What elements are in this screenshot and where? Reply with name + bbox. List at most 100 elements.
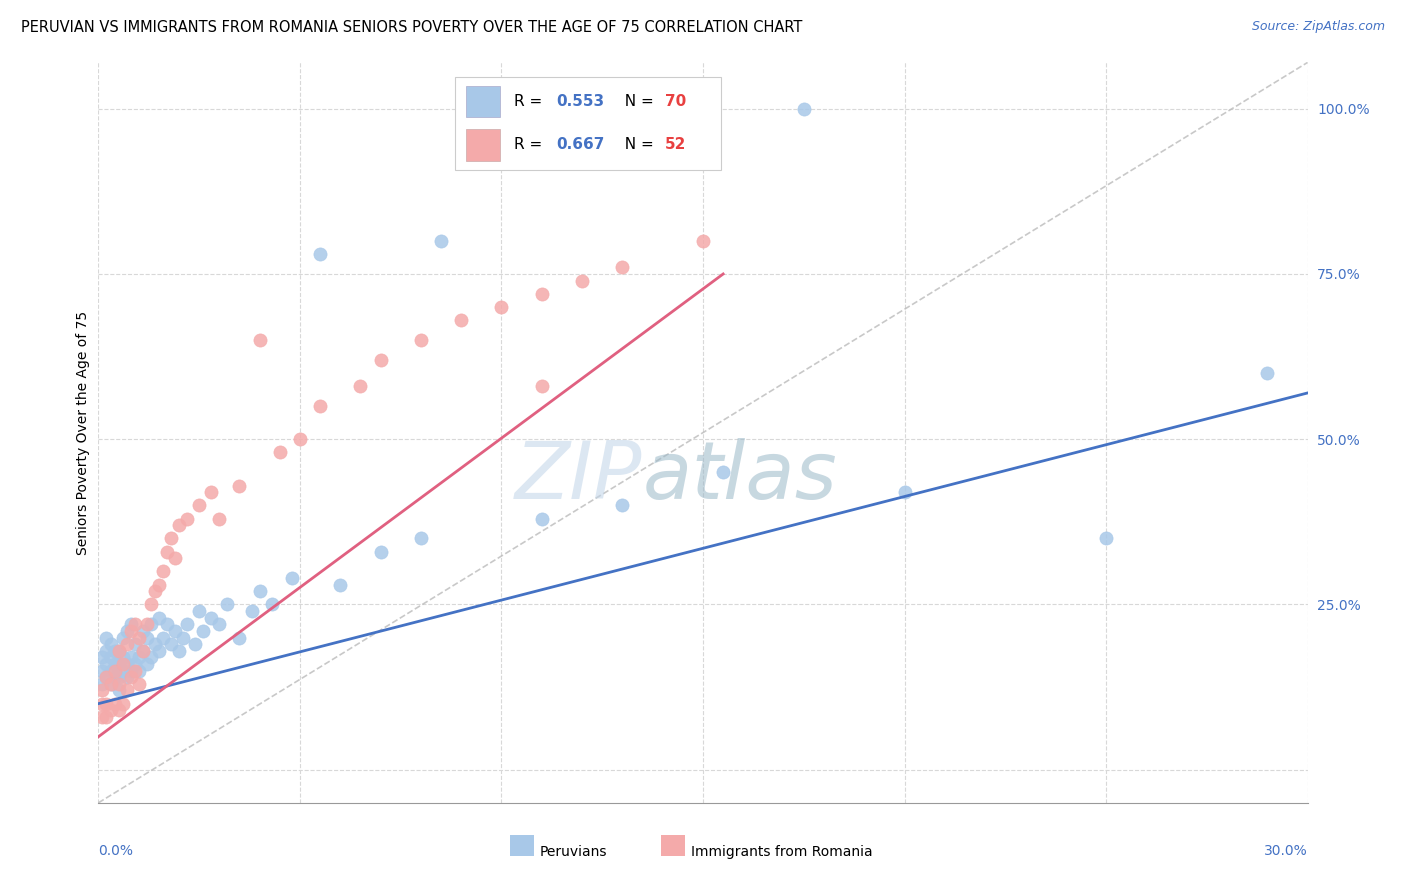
Point: [148, 577, 170, 591]
Text: atlas: atlas: [643, 438, 838, 516]
Text: ZIP: ZIP: [515, 438, 643, 516]
Point: [135, 631, 157, 645]
Point: [115, 637, 138, 651]
Point: [176, 511, 198, 525]
Point: [1256, 366, 1278, 380]
Point: [115, 657, 138, 671]
Point: [103, 664, 125, 678]
Point: [143, 584, 166, 599]
Point: [115, 683, 138, 698]
Text: Immigrants from Romania: Immigrants from Romania: [690, 845, 873, 859]
Text: 30.0%: 30.0%: [1264, 844, 1308, 857]
Point: [370, 544, 392, 558]
Point: [120, 617, 142, 632]
Point: [228, 631, 250, 645]
Point: [100, 650, 122, 665]
Point: [139, 598, 162, 612]
Point: [188, 604, 211, 618]
Point: [103, 657, 125, 671]
Point: [612, 260, 634, 275]
Point: [692, 234, 714, 248]
Point: [124, 637, 146, 651]
Point: [409, 333, 432, 347]
Point: [103, 697, 125, 711]
Point: [612, 499, 634, 513]
Point: [96, 710, 118, 724]
Point: [370, 352, 392, 367]
Point: [349, 379, 371, 393]
FancyBboxPatch shape: [661, 836, 685, 856]
Point: [100, 664, 122, 678]
Point: [132, 624, 155, 638]
Point: [128, 664, 150, 678]
Point: [329, 577, 352, 591]
Point: [249, 333, 271, 347]
Point: [160, 637, 183, 651]
Point: [893, 485, 915, 500]
Point: [409, 532, 432, 546]
Point: [163, 551, 186, 566]
Point: [200, 485, 222, 500]
Point: [91, 677, 114, 691]
Text: 0.0%: 0.0%: [98, 844, 134, 857]
Point: [176, 617, 198, 632]
Point: [281, 571, 304, 585]
Point: [128, 631, 150, 645]
Point: [184, 637, 207, 651]
Point: [135, 657, 157, 671]
Point: [111, 631, 134, 645]
Point: [107, 644, 129, 658]
Point: [107, 644, 129, 658]
Point: [91, 683, 114, 698]
Point: [120, 650, 142, 665]
Point: [200, 611, 222, 625]
Point: [107, 657, 129, 671]
Point: [115, 670, 138, 684]
Point: [96, 644, 118, 658]
Point: [96, 657, 118, 671]
Point: [571, 274, 593, 288]
Point: [91, 650, 114, 665]
Point: [309, 247, 332, 261]
Point: [143, 637, 166, 651]
Point: [128, 650, 150, 665]
Point: [711, 465, 734, 479]
Point: [124, 657, 146, 671]
Point: [103, 670, 125, 684]
Point: [111, 697, 134, 711]
Point: [96, 670, 118, 684]
Point: [188, 499, 211, 513]
Point: [107, 670, 129, 684]
Point: [793, 102, 815, 116]
FancyBboxPatch shape: [509, 836, 534, 856]
Point: [309, 399, 332, 413]
Point: [156, 544, 179, 558]
Point: [135, 617, 157, 632]
Point: [152, 631, 174, 645]
Text: Peruvians: Peruvians: [540, 845, 607, 859]
Point: [100, 637, 122, 651]
Point: [91, 710, 114, 724]
Point: [240, 604, 263, 618]
Point: [111, 650, 134, 665]
Point: [530, 511, 553, 525]
Point: [1095, 532, 1118, 546]
Point: [260, 598, 283, 612]
Point: [208, 511, 231, 525]
Point: [156, 617, 179, 632]
Point: [163, 624, 186, 638]
Point: [120, 664, 142, 678]
Point: [491, 300, 513, 314]
Point: [269, 445, 291, 459]
Point: [111, 657, 134, 671]
Point: [148, 611, 170, 625]
Point: [288, 432, 311, 446]
Point: [160, 532, 183, 546]
Point: [100, 677, 122, 691]
Point: [167, 518, 190, 533]
Point: [103, 644, 125, 658]
Point: [450, 313, 472, 327]
Point: [249, 584, 271, 599]
Point: [208, 617, 231, 632]
Point: [152, 565, 174, 579]
